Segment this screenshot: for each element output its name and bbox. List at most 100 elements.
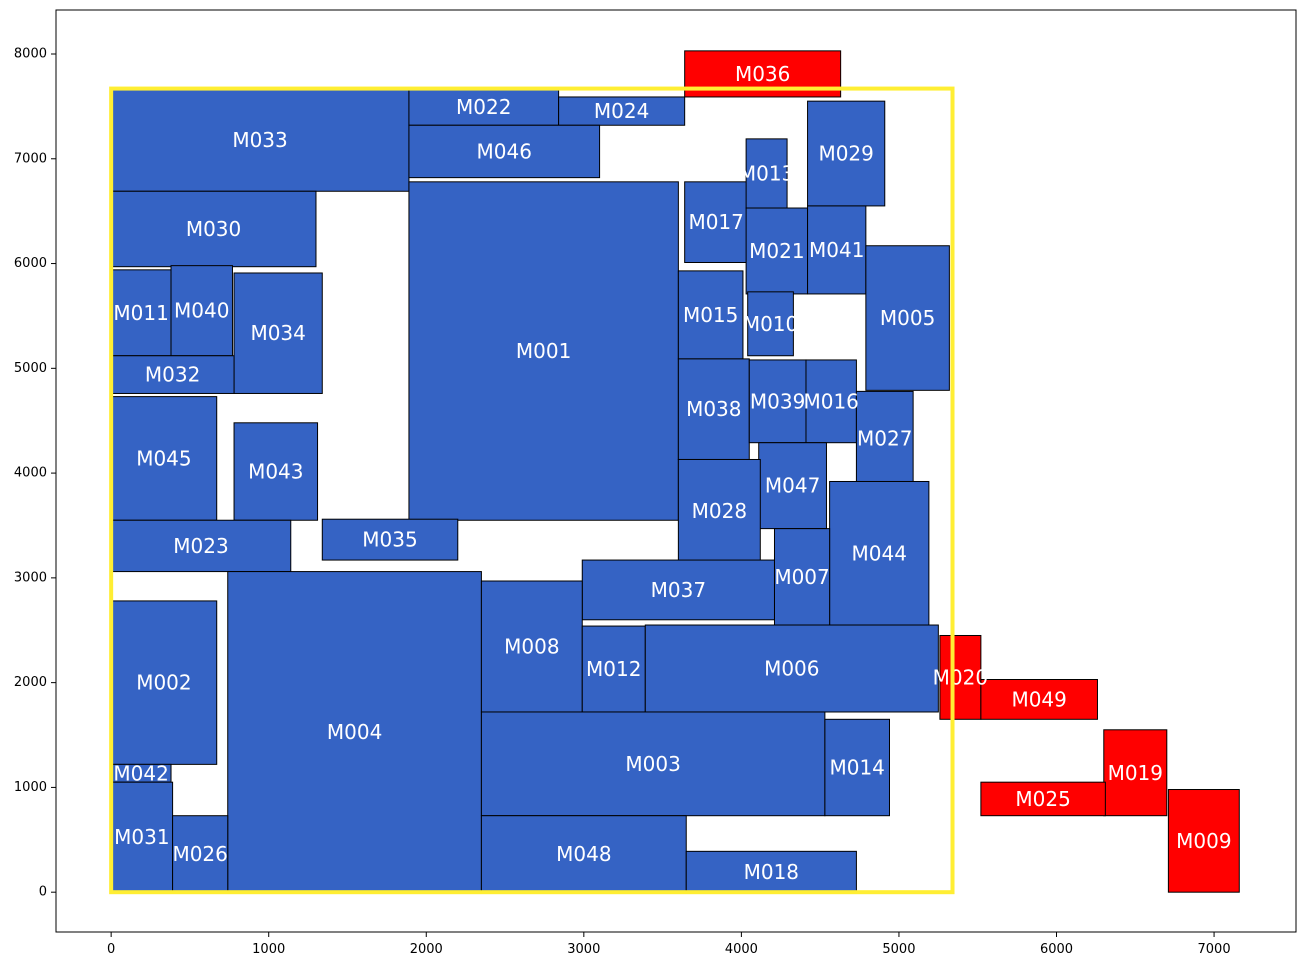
block-m002: [110, 600, 218, 765]
block-label-m040: M040: [174, 299, 229, 323]
block-m031: [110, 781, 174, 893]
block-m043: [233, 422, 319, 521]
block-label-m047: M047: [765, 474, 820, 498]
block-label-m005: M005: [880, 306, 935, 330]
block-label-m007: M007: [774, 565, 829, 589]
block-m037: [581, 559, 775, 621]
block-m041: [807, 205, 867, 295]
block-label-m013: M013: [739, 161, 794, 185]
block-m017: [684, 181, 749, 263]
x-tick-label: 5000: [882, 942, 915, 957]
x-tick-label: 7000: [1198, 942, 1231, 957]
block-m028: [677, 458, 761, 563]
block-label-m032: M032: [145, 363, 200, 387]
block-label-m012: M012: [586, 657, 641, 681]
block-label-m025: M025: [1015, 787, 1070, 811]
x-tick-label: 0: [107, 942, 115, 957]
block-m016: [805, 359, 857, 444]
block-label-m028: M028: [692, 499, 747, 523]
block-m014: [824, 718, 890, 817]
block-label-m008: M008: [504, 634, 559, 658]
block-m038: [677, 358, 750, 460]
block-m006: [644, 624, 939, 713]
axes-layer: 0 1000 2000 3000 4000 5000 6000 7000 0 1000 2000 30…: [14, 9, 1297, 957]
block-label-m022: M022: [456, 95, 511, 119]
block-m045: [110, 396, 218, 521]
block-m034: [233, 272, 323, 394]
x-tick-label: 1000: [252, 942, 285, 957]
block-label-m035: M035: [362, 528, 417, 552]
block-label-m010: M010: [743, 312, 798, 336]
block-m033: [110, 88, 410, 192]
y-tick-label: 7000: [14, 151, 47, 166]
block-label-m039: M039: [750, 389, 805, 413]
block-m007: [773, 528, 831, 626]
block-label-m049: M049: [1011, 687, 1066, 711]
y-tick-label: 6000: [14, 256, 47, 271]
block-label-m002: M002: [136, 671, 191, 695]
block-label-m014: M014: [829, 756, 884, 780]
block-label-m036: M036: [735, 62, 790, 86]
block-label-m016: M016: [803, 389, 858, 413]
block-label-m015: M015: [683, 303, 738, 327]
blocks-layer: M033 M022 M024 M036 M046 M030 M001 M017 M013 M029…: [110, 50, 1240, 893]
block-label-m006: M006: [764, 657, 819, 681]
plot-frame: [55, 9, 1297, 933]
block-label-m044: M044: [852, 541, 907, 565]
block-label-m037: M037: [651, 578, 706, 602]
block-label-m042: M042: [113, 761, 168, 785]
y-tick-label: 8000: [14, 47, 47, 62]
block-m012: [581, 625, 646, 713]
block-m046: [408, 124, 601, 179]
block-label-m034: M034: [250, 321, 305, 345]
x-tick-label: 2000: [410, 942, 443, 957]
block-label-m048: M048: [556, 842, 611, 866]
block-m025: [980, 781, 1106, 817]
block-label-m001: M001: [516, 339, 571, 363]
block-m019: [1103, 729, 1168, 817]
block-label-m030: M030: [186, 217, 241, 241]
block-label-m033: M033: [232, 128, 287, 152]
y-tick-label: 0: [39, 885, 47, 900]
block-m047: [758, 442, 827, 530]
block-m001: [408, 181, 679, 521]
block-label-m017: M017: [688, 210, 743, 234]
block-m015: [677, 270, 744, 360]
block-m039: [748, 359, 807, 444]
block-m049: [980, 679, 1098, 720]
block-label-m041: M041: [809, 238, 864, 262]
block-m005: [865, 245, 950, 391]
outline-boundary: [109, 86, 955, 895]
block-label-m023: M023: [173, 534, 228, 558]
y-tick-label: 5000: [14, 361, 47, 376]
block-label-m024: M024: [594, 99, 649, 123]
block-m011: [110, 269, 172, 357]
block-m018: [685, 850, 857, 893]
block-m048: [480, 815, 687, 893]
block-m008: [480, 580, 583, 713]
block-m009: [1167, 789, 1240, 893]
block-m023: [110, 519, 292, 573]
block-label-m019: M019: [1108, 761, 1163, 785]
block-m035: [321, 518, 459, 561]
x-tick-label: 6000: [1040, 942, 1073, 957]
outline-layer: [109, 86, 955, 895]
x-tick-label: 3000: [567, 942, 600, 957]
block-m004: [227, 571, 482, 893]
block-m024: [558, 96, 686, 126]
block-label-m046: M046: [477, 139, 532, 163]
block-label-m029: M029: [818, 142, 873, 166]
y-tick-label: 3000: [14, 570, 47, 585]
block-label-m026: M026: [172, 842, 227, 866]
block-label-m003: M003: [625, 752, 680, 776]
y-tick-label: 2000: [14, 675, 47, 690]
block-m013: [745, 138, 788, 209]
block-m029: [807, 100, 886, 207]
block-label-m011: M011: [113, 301, 168, 325]
block-label-m021: M021: [749, 239, 804, 263]
y-tick-label: 4000: [14, 466, 47, 481]
block-label-m038: M038: [686, 397, 741, 421]
block-m027: [855, 390, 914, 487]
block-label-m043: M043: [248, 460, 303, 484]
